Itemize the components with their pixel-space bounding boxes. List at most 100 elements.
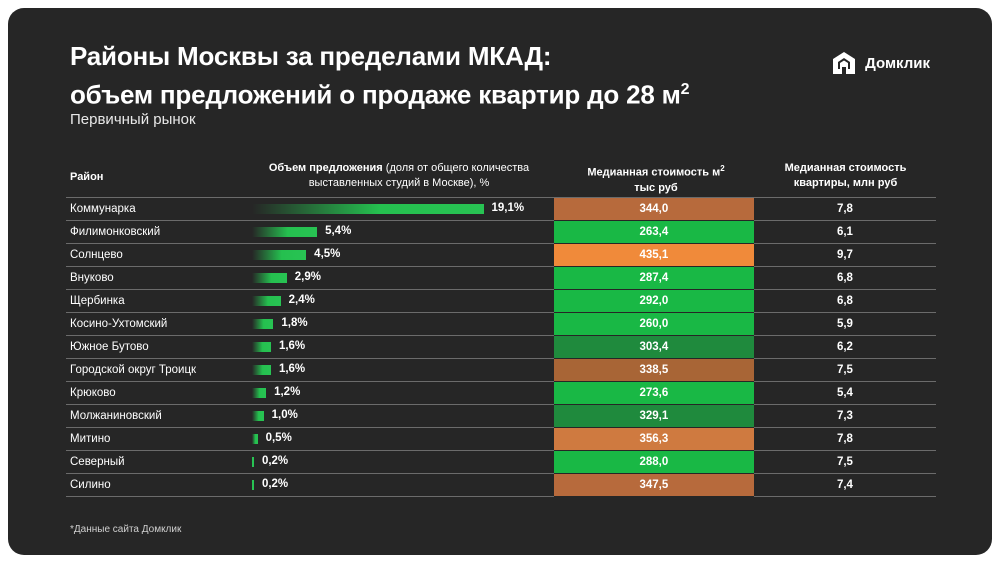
price-m2-cell: 260,0: [553, 312, 754, 336]
house-logo-icon: [833, 52, 856, 74]
table-row: Крюково 1,2% 273,6 5,4: [66, 381, 936, 405]
share-label: 1,0%: [271, 409, 298, 421]
district-name: Молжаниновский: [66, 404, 250, 428]
price-header-line-2: тыс руб: [634, 181, 678, 194]
apartment-price-cell: 6,8: [753, 289, 936, 313]
subtitle: Первичный рынок: [70, 111, 196, 128]
district-name: Внуково: [66, 266, 250, 290]
table-row: Городской округ Троицк 1,6% 338,5 7,5: [66, 358, 936, 382]
share-bar: [251, 457, 254, 467]
share-label: 1,2%: [274, 386, 301, 398]
price-m2-cell: 435,1: [553, 243, 754, 267]
logo-text: Домклик: [865, 54, 930, 72]
share-cell: 1,6%: [249, 358, 554, 382]
title-line-1: Районы Москвы за пределами МКАД:: [70, 41, 552, 71]
share-label: 0,5%: [265, 432, 292, 444]
table-row: Косино-Ухтомский 1,8% 260,0 5,9: [66, 312, 936, 336]
share-cell: 0,2%: [249, 450, 554, 474]
title-line-2: объем предложений о продаже квартир до 2…: [70, 73, 690, 112]
share-bar: [251, 365, 271, 375]
table-row: Митино 0,5% 356,3 7,8: [66, 427, 936, 451]
price-header-sup: 2: [720, 164, 725, 173]
district-name: Городской округ Троицк: [66, 358, 250, 382]
share-label: 0,2%: [261, 478, 289, 490]
price-m2-cell: 292,0: [553, 289, 754, 313]
share-bar: [251, 204, 484, 214]
apartment-price-cell: 6,2: [753, 335, 936, 359]
data-table: Коммунарка 19,1% 344,0 7,8 Филимонковский 5,4…: [66, 197, 936, 497]
district-name: Косино-Ухтомский: [66, 312, 250, 336]
share-cell: 19,1%: [249, 197, 554, 221]
district-name: Филимонковский: [66, 220, 250, 244]
column-header-share: Объем предложения (доля от общего количе…: [244, 161, 554, 191]
share-cell: 2,4%: [249, 289, 554, 313]
price-m2-cell: 263,4: [553, 220, 754, 244]
price-m2-cell: 329,1: [553, 404, 754, 428]
domclick-logo: Домклик: [831, 50, 930, 76]
share-cell: 1,0%: [249, 404, 554, 428]
share-cell: 1,8%: [249, 312, 554, 336]
share-label: 2,9%: [294, 271, 321, 283]
apartment-price-cell: 7,5: [753, 450, 936, 474]
price-m2-cell: 338,5: [553, 358, 754, 382]
share-cell: 4,5%: [249, 243, 554, 267]
apartment-price-cell: 5,9: [753, 312, 936, 336]
share-cell: 1,6%: [249, 335, 554, 359]
price-m2-cell: 273,6: [553, 381, 754, 405]
apartment-price-cell: 7,4: [753, 473, 936, 497]
apartment-price-cell: 7,8: [753, 197, 936, 221]
table-row: Солнцево 4,5% 435,1 9,7: [66, 243, 936, 267]
share-cell: 2,9%: [249, 266, 554, 290]
table-row: Филимонковский 5,4% 263,4 6,1: [66, 220, 936, 244]
infographic-card: Районы Москвы за пределами МКАД: объем п…: [8, 8, 992, 555]
apartment-price-cell: 7,3: [753, 404, 936, 428]
district-name: Коммунарка: [66, 197, 250, 221]
column-header-apt-price: Медианная стоимость квартиры, млн руб: [754, 161, 937, 191]
apt-header-line-1: Медианная стоимость: [784, 162, 907, 174]
share-cell: 1,2%: [249, 381, 554, 405]
share-bar: [251, 250, 307, 260]
share-label: 4,5%: [314, 248, 341, 260]
apartment-price-cell: 6,8: [753, 266, 936, 290]
table-row: Молжаниновский 1,0% 329,1 7,3: [66, 404, 936, 428]
price-m2-cell: 288,0: [553, 450, 754, 474]
apartment-price-cell: 5,4: [753, 381, 936, 405]
district-name: Митино: [66, 427, 250, 451]
table-row: Щербинка 2,4% 292,0 6,8: [66, 289, 936, 313]
table-row: Южное Бутово 1,6% 303,4 6,2: [66, 335, 936, 359]
price-header-line-1: Медианная стоимость м: [587, 166, 721, 179]
title-line-2-text: объем предложений о продаже квартир до 2…: [70, 79, 681, 110]
price-m2-cell: 356,3: [553, 427, 754, 451]
share-bar: [251, 388, 267, 398]
table-row: Северный 0,2% 288,0 7,5: [66, 450, 936, 474]
price-m2-cell: 287,4: [553, 266, 754, 290]
column-header-district: Район: [70, 171, 104, 183]
share-label: 5,4%: [325, 225, 352, 237]
price-m2-cell: 347,5: [553, 473, 754, 497]
share-label: 1,6%: [278, 363, 306, 375]
apartment-price-cell: 7,5: [753, 358, 936, 382]
district-name: Щербинка: [66, 289, 250, 313]
table-row: Силино 0,2% 347,5 7,4: [66, 473, 936, 497]
apartment-price-cell: 9,7: [753, 243, 936, 267]
share-bar: [251, 296, 281, 306]
district-name: Силино: [66, 473, 250, 497]
district-name: Крюково: [66, 381, 250, 405]
share-bar: [251, 411, 264, 421]
table-row: Коммунарка 19,1% 344,0 7,8: [66, 197, 936, 221]
page-title: Районы Москвы за пределами МКАД: объем п…: [70, 40, 690, 112]
share-header-rest: (доля от общего количества выставленных …: [308, 162, 530, 189]
share-label: 1,8%: [281, 317, 308, 329]
apartment-price-cell: 7,8: [753, 427, 936, 451]
district-name: Южное Бутово: [66, 335, 250, 359]
share-label: 2,4%: [288, 294, 315, 306]
column-header-price-m2: Медианная стоимость м2 тыс руб: [556, 161, 756, 196]
district-name: Солнцево: [66, 243, 250, 267]
share-bar: [251, 434, 258, 444]
share-label: 1,6%: [278, 340, 306, 352]
share-label: 19,1%: [491, 202, 525, 214]
price-m2-cell: 344,0: [553, 197, 754, 221]
share-bar: [251, 273, 287, 283]
share-bar: [251, 319, 274, 329]
apt-header-line-2: квартиры, млн руб: [793, 177, 898, 189]
